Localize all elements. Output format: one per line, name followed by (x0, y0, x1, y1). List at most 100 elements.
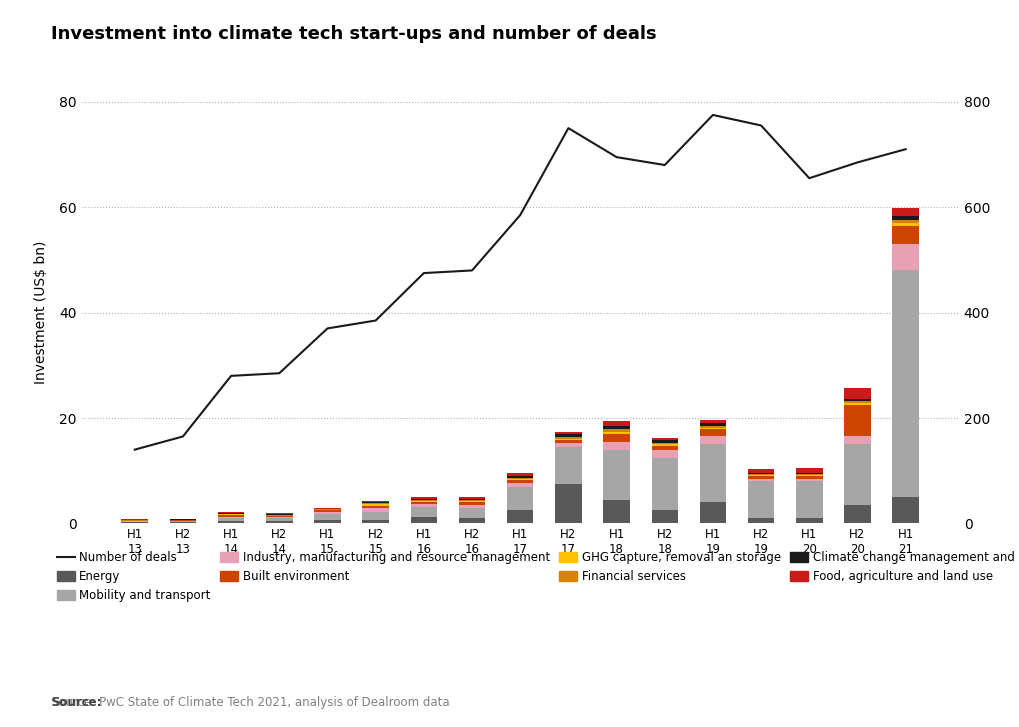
Bar (602, 442, 629, 449)
Bar (892, 208, 918, 216)
Bar (602, 429, 629, 432)
Bar (699, 419, 726, 423)
Bar (362, 503, 388, 505)
Bar (844, 505, 870, 523)
Bar (892, 244, 918, 270)
Bar (699, 436, 726, 444)
Bar (362, 508, 388, 512)
Bar (651, 510, 678, 523)
Bar (506, 476, 533, 478)
Bar (362, 505, 388, 508)
Bar (218, 518, 245, 521)
Bar (218, 521, 245, 523)
Bar (699, 444, 726, 502)
Bar (651, 438, 678, 440)
Bar (266, 518, 292, 521)
Bar (844, 403, 870, 405)
Bar (554, 432, 581, 434)
Bar (602, 421, 629, 427)
Bar (651, 443, 678, 444)
Bar (651, 440, 678, 443)
Y-axis label: Investment (US$ bn): Investment (US$ bn) (34, 241, 48, 385)
Bar (459, 505, 485, 507)
Bar (506, 479, 533, 481)
Bar (844, 405, 870, 436)
Bar (314, 512, 340, 514)
Bar (844, 388, 870, 398)
Bar (844, 436, 870, 444)
Bar (411, 501, 437, 502)
Bar (699, 426, 726, 427)
Bar (892, 225, 918, 244)
Bar (747, 481, 773, 518)
Bar (892, 216, 918, 220)
Y-axis label: Number of deals: Number of deals (1014, 255, 1019, 370)
Bar (411, 507, 437, 517)
Bar (747, 476, 773, 478)
Bar (844, 444, 870, 505)
Bar (602, 432, 629, 434)
Bar (506, 473, 533, 476)
Bar (795, 478, 821, 481)
Bar (892, 220, 918, 223)
Bar (795, 481, 821, 518)
Bar (459, 518, 485, 523)
Bar (459, 502, 485, 505)
Bar (795, 467, 821, 473)
Bar (892, 497, 918, 523)
Bar (506, 486, 533, 510)
Bar (747, 469, 773, 473)
Bar (699, 429, 726, 436)
Bar (795, 518, 821, 523)
Bar (554, 437, 581, 438)
Bar (554, 484, 581, 523)
Bar (747, 478, 773, 481)
Bar (169, 521, 196, 523)
Bar (362, 501, 388, 502)
Bar (602, 449, 629, 499)
Bar (892, 223, 918, 225)
Bar (651, 457, 678, 510)
Text: Investment into climate tech start-ups and number of deals: Investment into climate tech start-ups a… (51, 25, 656, 44)
Bar (459, 499, 485, 500)
Bar (554, 434, 581, 437)
Legend: Number of deals, Energy, Mobility and transport, Industry, manufacturing and res: Number of deals, Energy, Mobility and tr… (57, 551, 1019, 602)
Bar (459, 497, 485, 499)
Bar (362, 520, 388, 523)
Bar (506, 481, 533, 483)
Bar (554, 443, 581, 447)
Bar (314, 510, 340, 512)
Bar (651, 449, 678, 457)
Bar (506, 483, 533, 486)
Bar (459, 500, 485, 502)
Bar (602, 434, 629, 442)
Bar (411, 497, 437, 499)
Bar (699, 427, 726, 428)
Bar (554, 438, 581, 440)
Bar (892, 270, 918, 497)
Bar (747, 473, 773, 475)
Bar (844, 401, 870, 403)
Bar (266, 513, 292, 515)
Bar (266, 521, 292, 523)
Bar (459, 507, 485, 518)
Bar (602, 499, 629, 523)
Bar (554, 440, 581, 443)
Bar (266, 516, 292, 517)
Bar (218, 517, 245, 518)
Bar (602, 427, 629, 429)
Bar (699, 423, 726, 426)
Bar (747, 518, 773, 523)
Bar (411, 504, 437, 507)
Bar (651, 446, 678, 449)
Bar (314, 507, 340, 509)
Bar (844, 398, 870, 401)
Bar (314, 521, 340, 523)
Bar (362, 512, 388, 520)
Bar (266, 517, 292, 518)
Text: Source:: Source: (51, 696, 102, 709)
Bar (795, 473, 821, 475)
Bar (699, 502, 726, 523)
Bar (554, 447, 581, 484)
Bar (411, 499, 437, 501)
